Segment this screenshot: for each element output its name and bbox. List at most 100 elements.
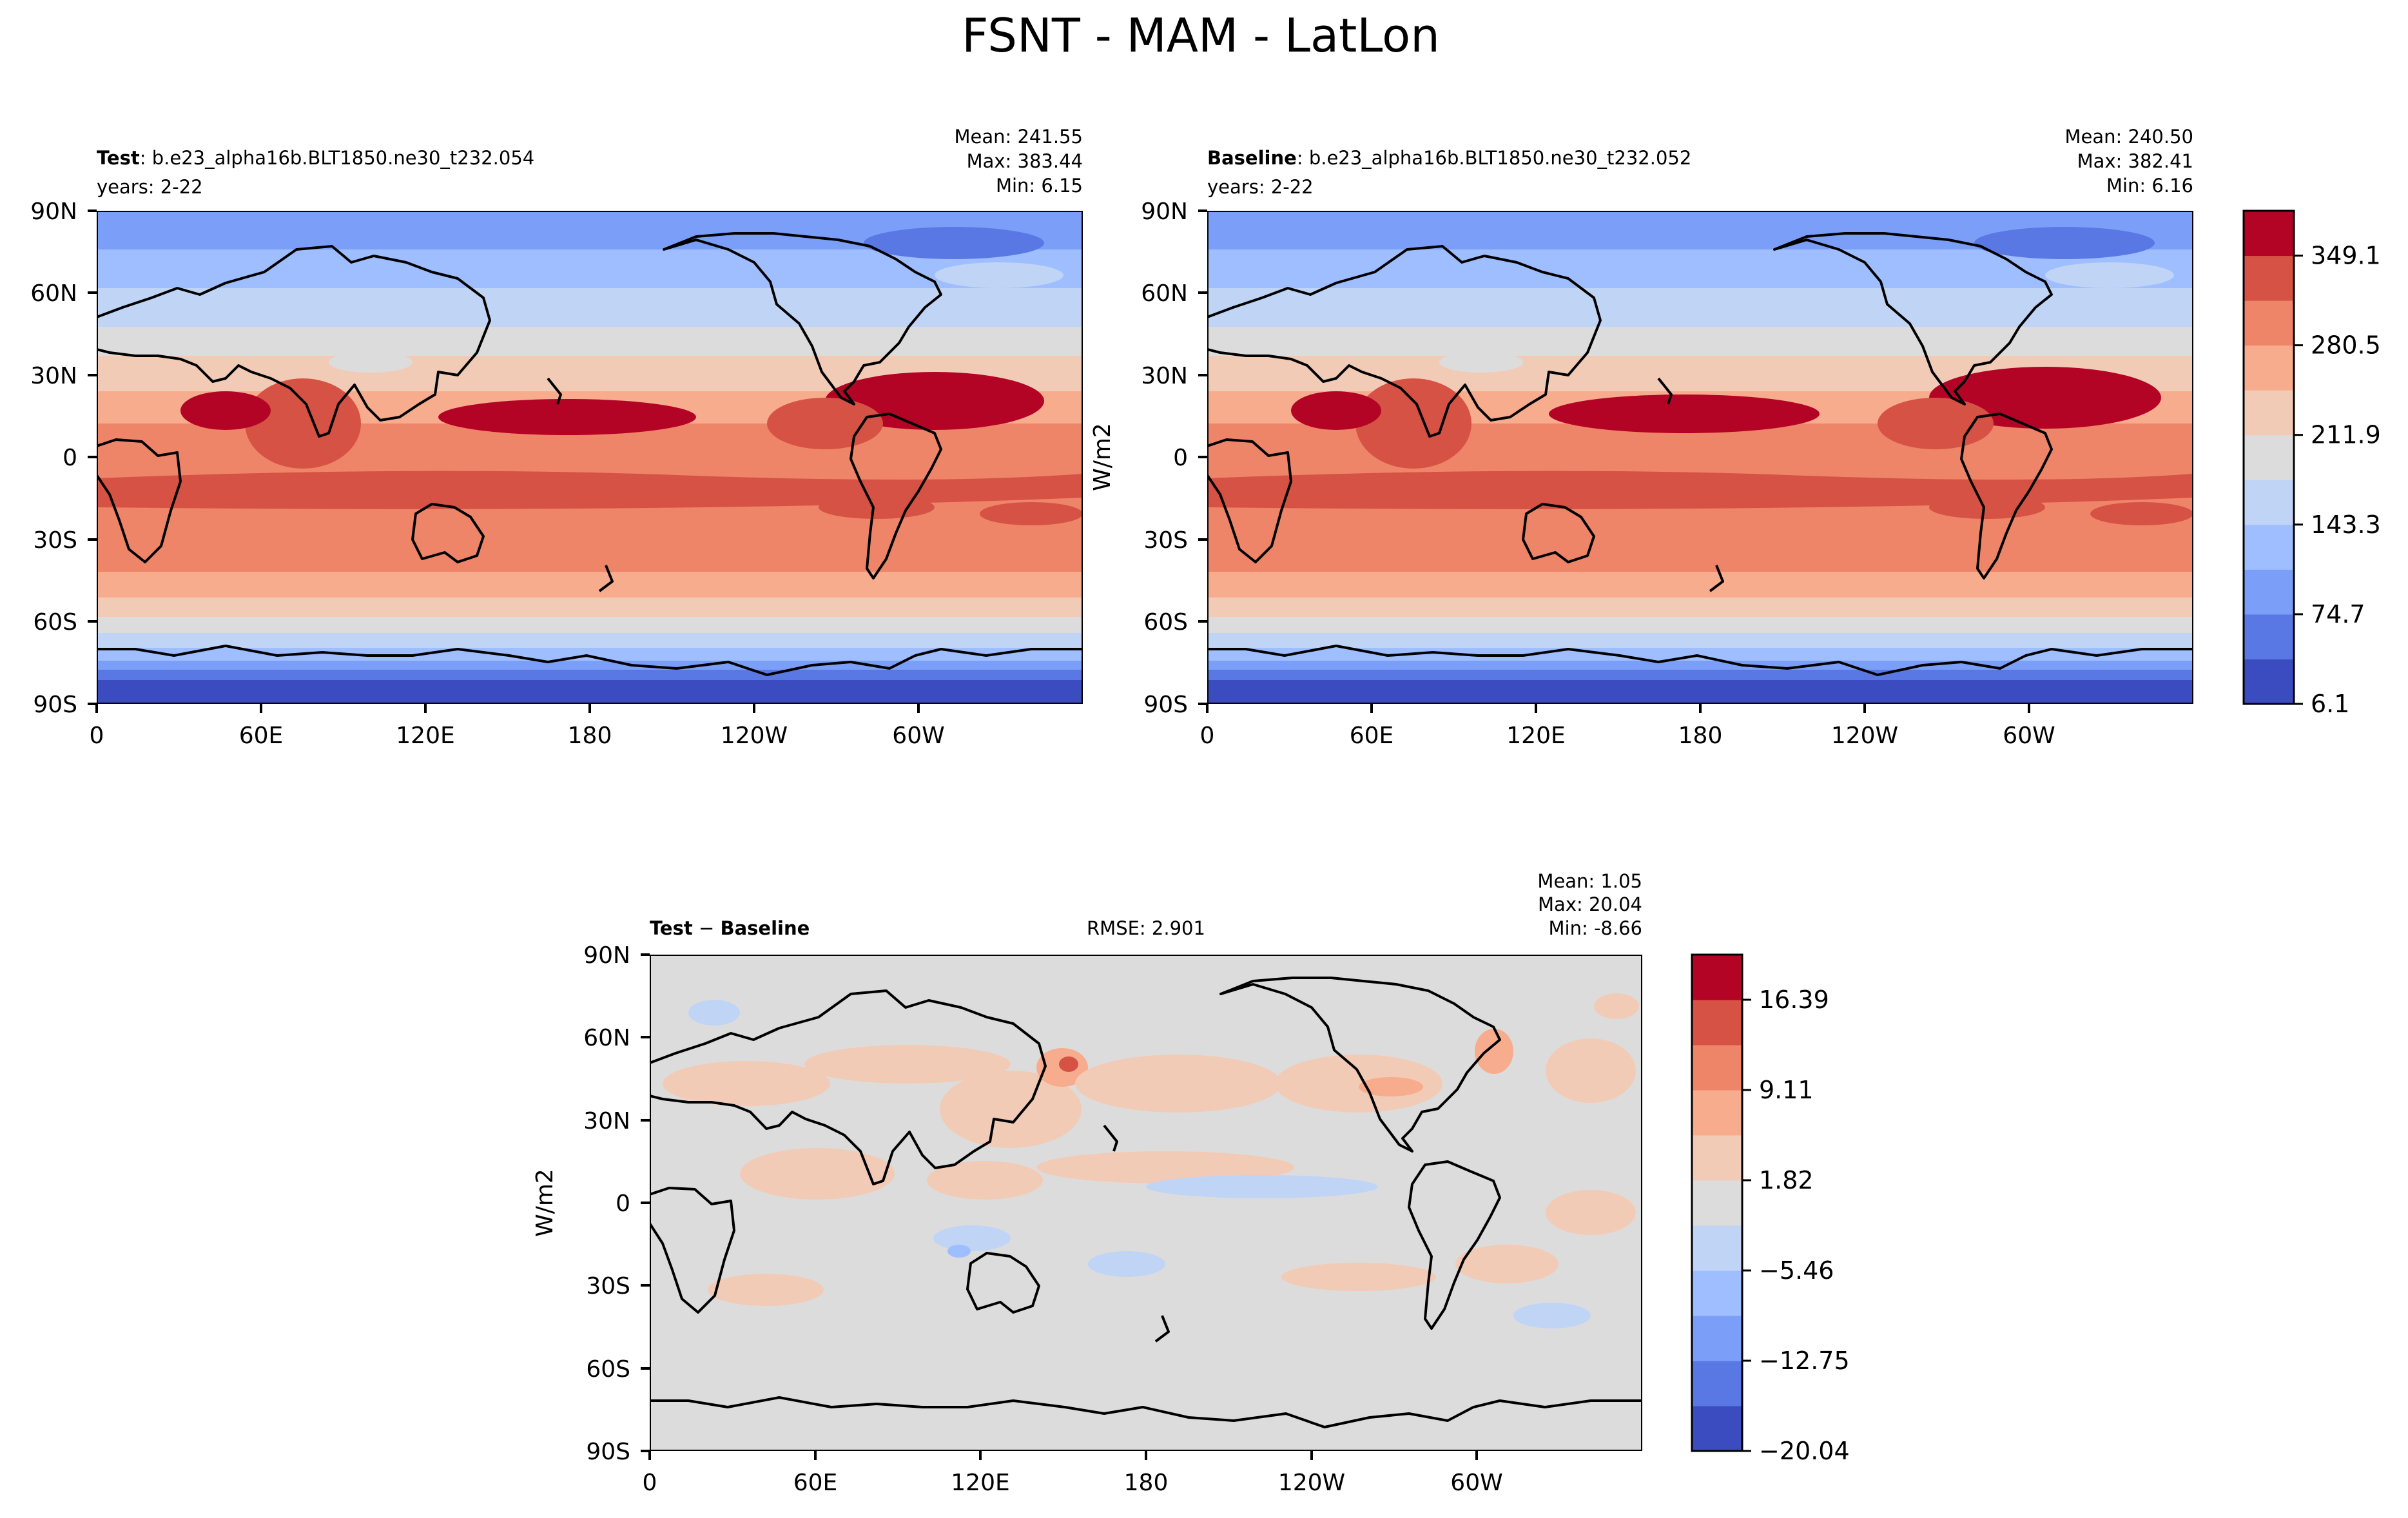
- colorbar-top-color-segment: [2244, 480, 2294, 525]
- diff-label-minus: −: [693, 917, 721, 939]
- test-ytick-label: 0: [63, 445, 77, 471]
- diff-max: Max: 20.04: [1538, 893, 1642, 915]
- colorbar-top-tick-label: 6.1: [2311, 690, 2349, 718]
- baseline-xtick-label: 120W: [1831, 723, 1898, 749]
- colorbar-diff-color-segment: [1692, 1180, 1742, 1226]
- colorbar-top-tick-label: 74.7: [2311, 600, 2365, 628]
- test-case-name: b.e23_alpha16b.BLT1850.ne30_t232.054: [152, 147, 535, 169]
- baseline-max: Max: 382.41: [2077, 150, 2193, 172]
- colorbar-diff-tick-label: 9.11: [1759, 1076, 1814, 1104]
- baseline-xtick-label: 0: [1200, 723, 1215, 749]
- colorbar-diff-color-segment: [1692, 1000, 1742, 1046]
- baseline-ytick-label: 90S: [1143, 692, 1188, 718]
- colorbar-top-tick-label: 143.3: [2311, 511, 2381, 539]
- test-ytick-label: 90S: [33, 692, 77, 718]
- test-y-axis: 90N 60N 30N 0 30S 60S 90S: [30, 199, 97, 718]
- diff-xtick-label: 120E: [951, 1470, 1009, 1496]
- diff-xtick-label: 120W: [1278, 1470, 1345, 1496]
- baseline-xtick-label: 60W: [2003, 723, 2055, 749]
- colorbar-diff-color-segment: [1692, 1225, 1742, 1271]
- test-ytick-label: 90N: [30, 199, 77, 225]
- svg-text:Test − Baseline: Test − Baseline: [650, 917, 810, 939]
- difference-panel: Test − Baseline RMSE: 2.901 Mean: 1.05 M…: [532, 870, 1642, 1496]
- diff-min: Min: -8.66: [1549, 917, 1642, 939]
- test-years: years: 2-22: [97, 176, 203, 198]
- colorbar-diff-tick-label: 16.39: [1759, 986, 1829, 1014]
- colorbar-top-color-segment: [2244, 614, 2294, 659]
- diff-map: [650, 955, 1642, 1451]
- diff-ytick-label: 30S: [586, 1273, 630, 1299]
- baseline-xtick-label: 60E: [1350, 723, 1394, 749]
- test-x-axis: 0 60E 120E 180 120W 60W: [90, 704, 945, 749]
- colorbar-diff-tick-label: −20.04: [1759, 1437, 1850, 1465]
- baseline-xtick-label: 120E: [1506, 723, 1565, 749]
- baseline-label-colon: :: [1297, 147, 1309, 169]
- colorbar-top-color-segment: [2244, 524, 2294, 570]
- colorbar-diff-color-segment: [1692, 1090, 1742, 1136]
- diff-ytick-label: 90S: [586, 1439, 630, 1465]
- diff-xtick-label: 0: [643, 1470, 657, 1496]
- baseline-ytick-label: 60S: [1143, 609, 1188, 636]
- test-map: [97, 211, 1083, 704]
- baseline-ytick-label: 0: [1173, 445, 1188, 471]
- diff-xtick-label: 60E: [793, 1470, 838, 1496]
- colorbar-top-color-segment: [2244, 255, 2294, 301]
- test-ytick-label: 30N: [30, 363, 77, 389]
- test-xtick-label: 120W: [721, 723, 788, 749]
- colorbar-top-color-segment: [2244, 211, 2294, 257]
- diff-label-baseline: Baseline: [720, 917, 810, 939]
- colorbar-diff-color-segment: [1692, 1045, 1742, 1091]
- colorbar-top-tick-label: 349.1: [2311, 242, 2381, 270]
- colorbar-diff-tick-label: −12.75: [1759, 1347, 1850, 1375]
- baseline-x-axis: 0 60E 120E 180 120W 60W: [1200, 704, 2055, 749]
- colorbar-top-color-segment: [2244, 434, 2294, 480]
- test-xtick-label: 120E: [396, 723, 454, 749]
- diff-rmse: RMSE: 2.901: [1087, 917, 1205, 939]
- baseline-ytick-label: 60N: [1141, 280, 1188, 307]
- colorbar-diff-border: [1691, 953, 1743, 1452]
- diff-ylabel: W/m2: [532, 1169, 558, 1237]
- colorbar-diff-tick-label: 1.82: [1759, 1166, 1814, 1194]
- svg-text:Test: b.e23_alpha16b.BLT1850.n: Test: b.e23_alpha16b.BLT1850.ne30_t232.0…: [97, 147, 534, 169]
- diff-x-axis: 0 60E 120E 180 120W 60W: [643, 1451, 1503, 1496]
- figure-title: FSNT - MAM - LatLon: [962, 8, 1440, 63]
- test-label: Test: [97, 147, 140, 169]
- test-min: Min: 6.15: [996, 175, 1083, 197]
- test-xtick-label: 60W: [892, 723, 944, 749]
- baseline-ytick-label: 30S: [1143, 527, 1188, 554]
- diff-xtick-label: 180: [1124, 1470, 1169, 1496]
- colorbar-diff-color-segment: [1692, 1316, 1742, 1361]
- test-ytick-label: 60S: [33, 609, 77, 636]
- colorbar-diff-color-segment: [1692, 1270, 1742, 1316]
- baseline-case-name: b.e23_alpha16b.BLT1850.ne30_t232.052: [1309, 147, 1692, 169]
- colorbar-top-border: [2242, 209, 2295, 705]
- test-xtick-label: 60E: [239, 723, 284, 749]
- baseline-years: years: 2-22: [1207, 176, 1314, 198]
- colorbar-top-tick-label: 211.9: [2311, 421, 2381, 449]
- diff-label-test: Test: [650, 917, 693, 939]
- test-ytick-label: 30S: [33, 527, 77, 554]
- baseline-y-axis: 90N 60N 30N 0 30S 60S 90S: [1141, 199, 1207, 718]
- colorbar-diff-color-segment: [1692, 955, 1742, 1000]
- test-panel: Test: b.e23_alpha16b.BLT1850.ne30_t232.0…: [30, 126, 1083, 749]
- baseline-ytick-label: 90N: [1141, 199, 1188, 225]
- baseline-map: [1207, 211, 2193, 704]
- colorbar-top-color-segment: [2244, 300, 2294, 346]
- diff-ytick-label: 0: [616, 1191, 630, 1217]
- colorbar-diff-tick-label: −5.46: [1759, 1256, 1834, 1285]
- colorbar-top-color-segment: [2244, 569, 2294, 615]
- svg-text:Baseline: b.e23_alpha16b.BLT18: Baseline: b.e23_alpha16b.BLT1850.ne30_t2…: [1207, 147, 1691, 169]
- colorbar-top: 349.1 280.5 211.9 143.3 74.7 6.1: [2242, 209, 2381, 718]
- test-mean: Mean: 241.55: [955, 126, 1083, 148]
- colorbar-diff-color-segment: [1692, 1135, 1742, 1181]
- test-label-colon: :: [140, 147, 152, 169]
- baseline-ytick-label: 30N: [1141, 363, 1188, 389]
- colorbar-diff-color-segment: [1692, 1406, 1742, 1452]
- diff-ytick-label: 60S: [586, 1356, 630, 1383]
- baseline-xtick-label: 180: [1678, 723, 1723, 749]
- baseline-ylabel: W/m2: [1089, 423, 1116, 491]
- diff-ytick-label: 30N: [583, 1108, 630, 1134]
- colorbar-diff: 16.39 9.11 1.82 −5.46 −12.75 −20.04: [1691, 953, 1850, 1465]
- colorbar-top-color-segment: [2244, 390, 2294, 436]
